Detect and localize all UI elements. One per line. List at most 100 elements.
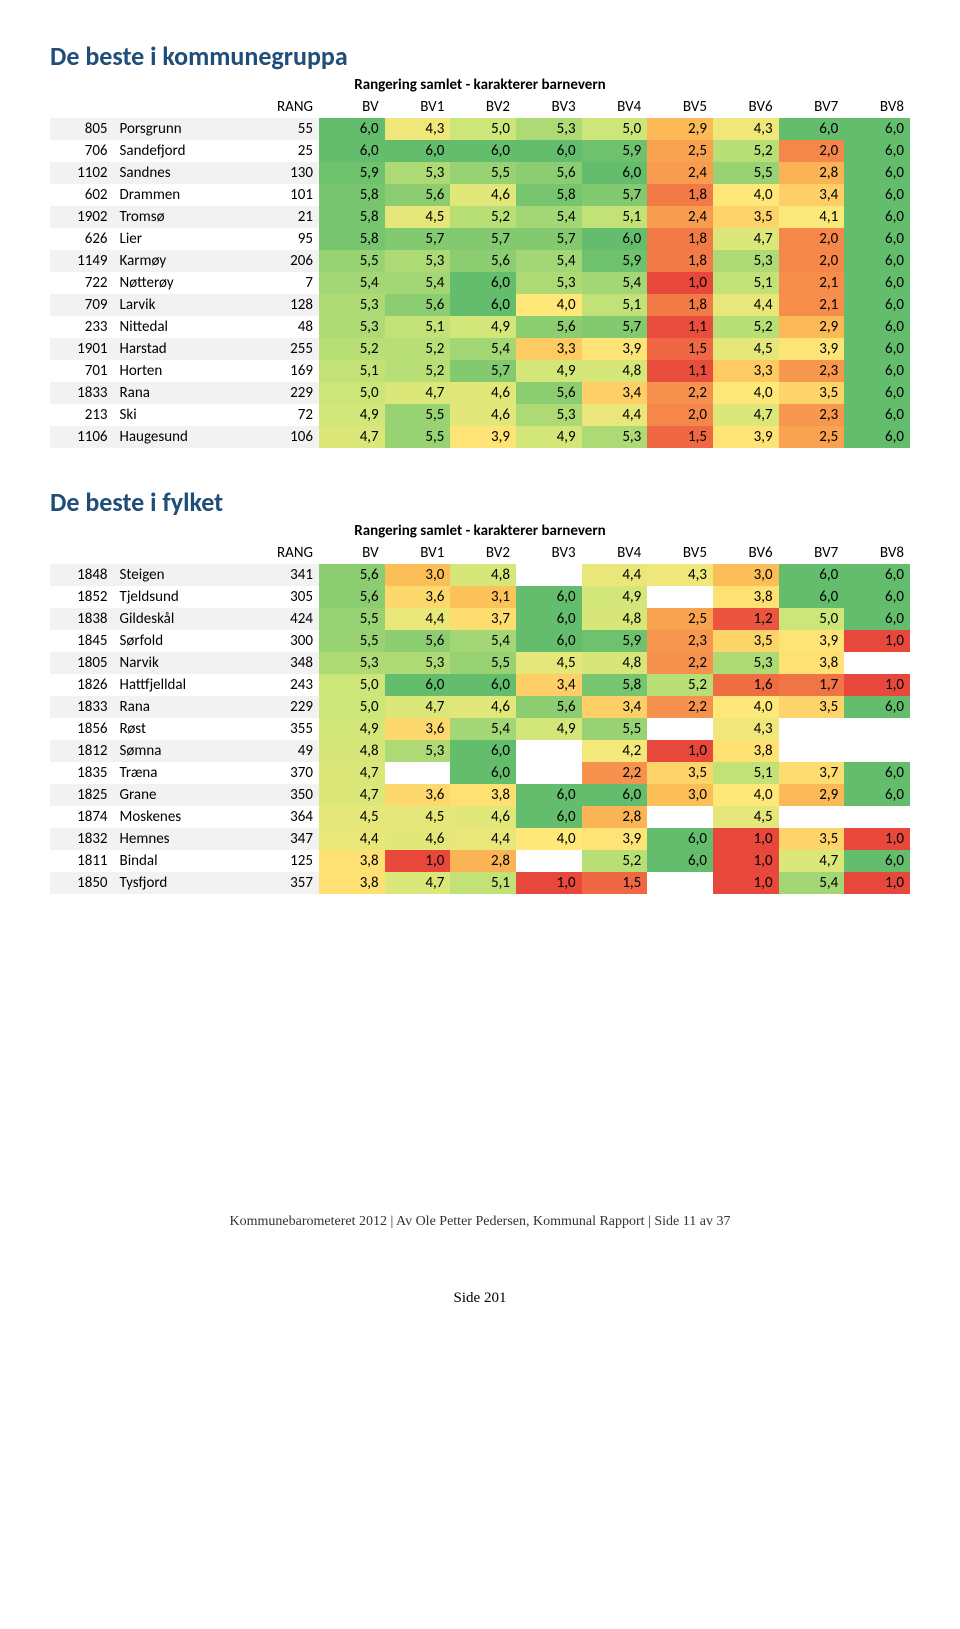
heat-cell: 6,0: [450, 140, 516, 162]
row-name: Hemnes: [114, 828, 254, 850]
heat-cell: 6,0: [844, 294, 910, 316]
heat-cell: 4,9: [319, 718, 385, 740]
heat-cell: 5,1: [385, 316, 451, 338]
heat-cell: 5,1: [319, 360, 385, 382]
row-code: 701: [50, 360, 114, 382]
heat-cell: [779, 718, 845, 740]
heat-cell: 5,3: [385, 250, 451, 272]
heat-cell: 5,8: [516, 184, 582, 206]
heat-cell: 5,6: [385, 630, 451, 652]
heat-cell: 5,3: [319, 652, 385, 674]
heat-cell: 1,0: [713, 872, 779, 894]
heat-cell: 6,0: [779, 118, 845, 140]
heat-cell: 3,5: [779, 828, 845, 850]
heat-cell: [844, 652, 910, 674]
heat-cell: 2,0: [647, 404, 713, 426]
table-row: 1825Grane3504,73,63,86,06,03,04,02,96,0: [50, 784, 910, 806]
heat-cell: 5,4: [450, 338, 516, 360]
row-rang: 370: [253, 762, 319, 784]
row-rang: 341: [253, 564, 319, 586]
heat-cell: 2,9: [779, 316, 845, 338]
heat-cell: 3,0: [713, 564, 779, 586]
heat-cell: 5,0: [450, 118, 516, 140]
row-code: 805: [50, 118, 114, 140]
row-rang: 305: [253, 586, 319, 608]
heat-cell: 6,0: [844, 338, 910, 360]
heat-cell: 4,7: [319, 762, 385, 784]
row-code: 233: [50, 316, 114, 338]
heat-cell: 2,3: [779, 404, 845, 426]
heat-cell: 6,0: [844, 762, 910, 784]
heat-cell: 6,0: [844, 206, 910, 228]
heat-cell: 6,0: [582, 228, 648, 250]
row-rang: 364: [253, 806, 319, 828]
heat-cell: 2,2: [647, 382, 713, 404]
heat-cell: 2,1: [779, 294, 845, 316]
column-header: BV4: [582, 96, 648, 118]
heat-cell: 2,0: [779, 250, 845, 272]
heat-cell: 5,3: [516, 404, 582, 426]
column-header: BV1: [385, 542, 451, 564]
heat-cell: 2,5: [647, 608, 713, 630]
heat-cell: 5,3: [385, 740, 451, 762]
heat-cell: [844, 806, 910, 828]
heat-cell: 3,9: [779, 338, 845, 360]
row-name: Bindal: [114, 850, 254, 872]
row-rang: 300: [253, 630, 319, 652]
heat-cell: 5,3: [385, 652, 451, 674]
heat-cell: 1,0: [713, 828, 779, 850]
heat-cell: 4,3: [713, 718, 779, 740]
row-rang: 7: [253, 272, 319, 294]
heat-cell: 4,5: [319, 806, 385, 828]
heat-cell: 5,6: [319, 586, 385, 608]
heat-cell: 3,8: [779, 652, 845, 674]
heat-cell: 4,8: [582, 360, 648, 382]
heat-cell: 6,0: [844, 316, 910, 338]
heat-cell: 4,5: [713, 338, 779, 360]
table-row: 1845Sørfold3005,55,65,46,05,92,33,53,91,…: [50, 630, 910, 652]
row-name: Larvik: [114, 294, 254, 316]
heat-cell: 5,1: [582, 206, 648, 228]
heat-cell: 5,2: [713, 140, 779, 162]
heat-cell: [516, 850, 582, 872]
heat-cell: [516, 762, 582, 784]
row-code: 1106: [50, 426, 114, 448]
heat-cell: 3,5: [713, 630, 779, 652]
row-code: 1845: [50, 630, 114, 652]
table-row: 626Lier955,85,75,75,76,01,84,72,06,0: [50, 228, 910, 250]
row-rang: 355: [253, 718, 319, 740]
heat-cell: 6,0: [582, 784, 648, 806]
heat-cell: [844, 740, 910, 762]
row-rang: 125: [253, 850, 319, 872]
heat-cell: 6,0: [516, 586, 582, 608]
table2-subtitle: Rangering samlet - karakterer barnevern: [50, 522, 910, 540]
table-row: 1106Haugesund1064,75,53,94,95,31,53,92,5…: [50, 426, 910, 448]
row-code: 602: [50, 184, 114, 206]
heat-cell: 5,3: [516, 272, 582, 294]
row-name: Røst: [114, 718, 254, 740]
heat-cell: 6,0: [844, 118, 910, 140]
table1-title: De beste i kommunegruppa: [50, 40, 910, 72]
row-rang: 48: [253, 316, 319, 338]
heat-cell: 6,0: [844, 426, 910, 448]
heat-cell: 6,0: [844, 140, 910, 162]
row-code: 1832: [50, 828, 114, 850]
heat-cell: 3,5: [647, 762, 713, 784]
heat-cell: 5,5: [385, 404, 451, 426]
heat-cell: 6,0: [319, 140, 385, 162]
footer-text: Kommunebarometeret 2012 | Av Ole Petter …: [50, 1214, 910, 1230]
row-rang: 348: [253, 652, 319, 674]
heat-cell: 4,6: [450, 404, 516, 426]
heat-cell: 5,5: [450, 162, 516, 184]
heat-cell: 6,0: [385, 674, 451, 696]
heat-cell: 1,5: [647, 426, 713, 448]
heat-cell: 6,0: [450, 674, 516, 696]
heat-cell: 4,0: [713, 784, 779, 806]
table-row: 1848Steigen3415,63,04,84,44,33,06,06,0: [50, 564, 910, 586]
heat-cell: 6,0: [516, 608, 582, 630]
row-rang: 350: [253, 784, 319, 806]
table-row: 1805Narvik3485,35,35,54,54,82,25,33,8: [50, 652, 910, 674]
heat-cell: 1,0: [844, 828, 910, 850]
heat-cell: 5,2: [713, 316, 779, 338]
row-rang: 347: [253, 828, 319, 850]
